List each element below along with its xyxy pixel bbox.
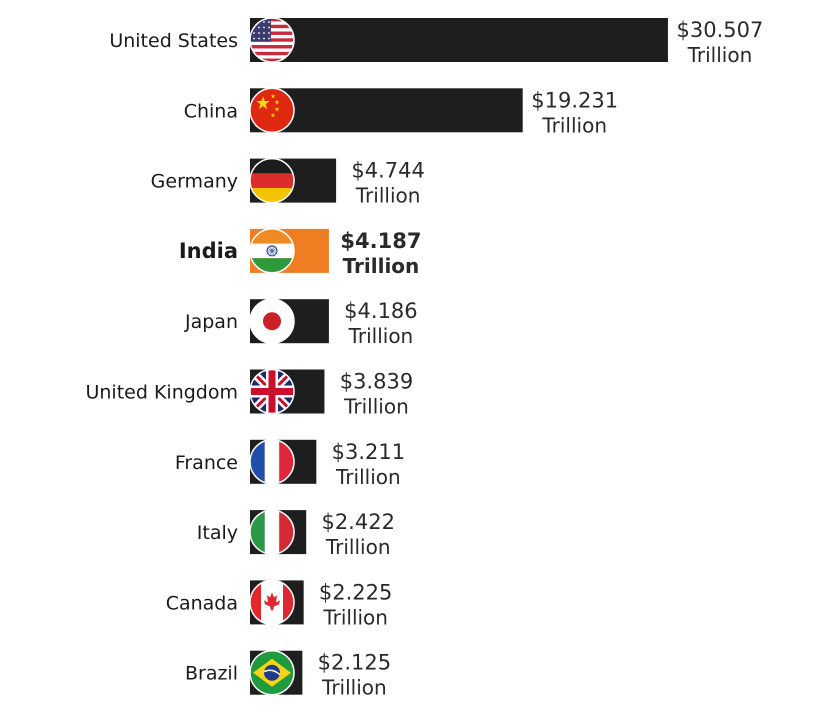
value-label: $19.231 bbox=[531, 88, 618, 112]
value-label: $3.839 bbox=[340, 370, 413, 394]
value-label: $2.422 bbox=[321, 510, 394, 534]
flag-ring bbox=[249, 368, 295, 415]
unit-label: Trillion bbox=[687, 43, 753, 67]
value-label: $3.211 bbox=[332, 440, 405, 464]
us-flag-icon bbox=[250, 18, 294, 62]
category-label: Germany bbox=[151, 171, 238, 193]
value-label: $2.125 bbox=[318, 651, 391, 675]
category-label: Italy bbox=[197, 522, 238, 544]
category-label: Canada bbox=[166, 592, 238, 614]
flag-ring bbox=[249, 228, 295, 274]
value-label: $4.744 bbox=[351, 159, 424, 183]
japan-flag-icon bbox=[250, 299, 294, 344]
value-label: $30.507 bbox=[677, 18, 764, 42]
flag-ring bbox=[249, 17, 295, 63]
brazil-flag-icon bbox=[250, 650, 294, 695]
unit-label: Trillion bbox=[321, 676, 387, 700]
bar bbox=[250, 18, 668, 62]
category-label: Japan bbox=[184, 311, 238, 333]
canada-flag-icon bbox=[250, 580, 294, 625]
unit-label: Trillion bbox=[355, 184, 421, 208]
category-label: Brazil bbox=[185, 663, 238, 685]
category-label: France bbox=[175, 452, 238, 474]
flag-ring bbox=[249, 579, 295, 626]
unit-label: Trillion bbox=[348, 324, 414, 348]
flag-ring bbox=[249, 509, 295, 555]
flag-ring bbox=[249, 439, 295, 485]
flag-ring bbox=[249, 649, 295, 696]
flag-ring bbox=[249, 298, 295, 344]
unit-label: Trillion bbox=[335, 465, 401, 489]
unit-label: Trillion bbox=[343, 395, 409, 419]
uk-flag-icon bbox=[250, 369, 294, 414]
category-label: United States bbox=[109, 30, 238, 52]
value-label: $4.186 bbox=[344, 299, 417, 323]
flag-ring bbox=[249, 87, 295, 134]
unit-label: Trillion bbox=[343, 254, 420, 278]
category-label: United Kingdom bbox=[85, 382, 238, 404]
category-label: India bbox=[179, 239, 238, 263]
value-label: $2.225 bbox=[319, 580, 392, 604]
unit-label: Trillion bbox=[322, 605, 388, 629]
flag-ring bbox=[249, 157, 295, 204]
category-label: China bbox=[184, 100, 238, 122]
unit-label: Trillion bbox=[325, 535, 391, 559]
bar bbox=[250, 88, 523, 133]
china-flag-icon bbox=[250, 88, 294, 133]
unit-label: Trillion bbox=[541, 113, 607, 137]
value-label: $4.187 bbox=[340, 229, 421, 253]
